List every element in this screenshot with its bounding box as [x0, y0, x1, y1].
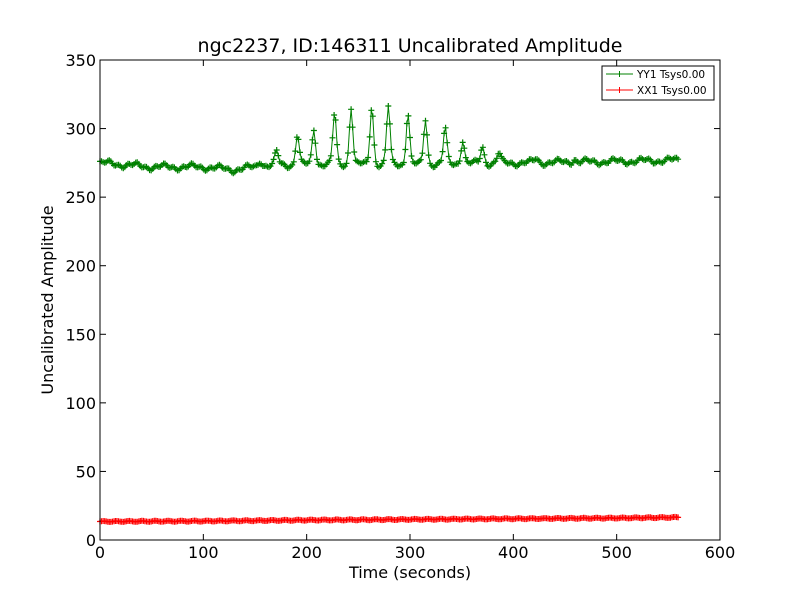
- legend: YY1 Tsys0.00 XX1 Tsys0.00: [601, 65, 715, 101]
- y-tick-label: 350: [65, 51, 96, 70]
- x-tick-label: 500: [601, 543, 632, 562]
- y-tick-label: 200: [65, 257, 96, 276]
- y-axis-label: Uncalibrated Amplitude: [38, 205, 57, 394]
- y-tick-label: 0: [86, 531, 96, 550]
- y-tick-label: 50: [76, 462, 96, 481]
- series-1: [97, 513, 682, 525]
- ticks-layer: 0 100 200 300 400 500 600 0 50 100 150 200 250 300 350: [65, 51, 735, 562]
- legend-label-yy1: YY1 Tsys0.00: [636, 69, 705, 81]
- y-tick-label: 150: [65, 325, 96, 344]
- series-layer: [97, 103, 682, 525]
- legend-marker-xx1: [616, 87, 623, 93]
- x-tick-label: 200: [291, 543, 322, 562]
- y-tick-label: 100: [65, 394, 96, 413]
- x-axis-label: Time (seconds): [348, 563, 471, 582]
- legend-box: [601, 65, 715, 101]
- legend-marker-yy1: [616, 71, 623, 77]
- x-tick-label: 600: [705, 543, 736, 562]
- x-tick-label: 100: [188, 543, 219, 562]
- chart-title: ngc2237, ID:146311 Uncalibrated Amplitud…: [198, 35, 623, 57]
- y-tick-label: 300: [65, 120, 96, 139]
- x-tick-label: 300: [395, 543, 426, 562]
- x-tick-label: 400: [498, 543, 529, 562]
- y-tick-label: 250: [65, 188, 96, 207]
- x-tick-label: 0: [95, 543, 105, 562]
- legend-label-xx1: XX1 Tsys0.00: [637, 85, 707, 97]
